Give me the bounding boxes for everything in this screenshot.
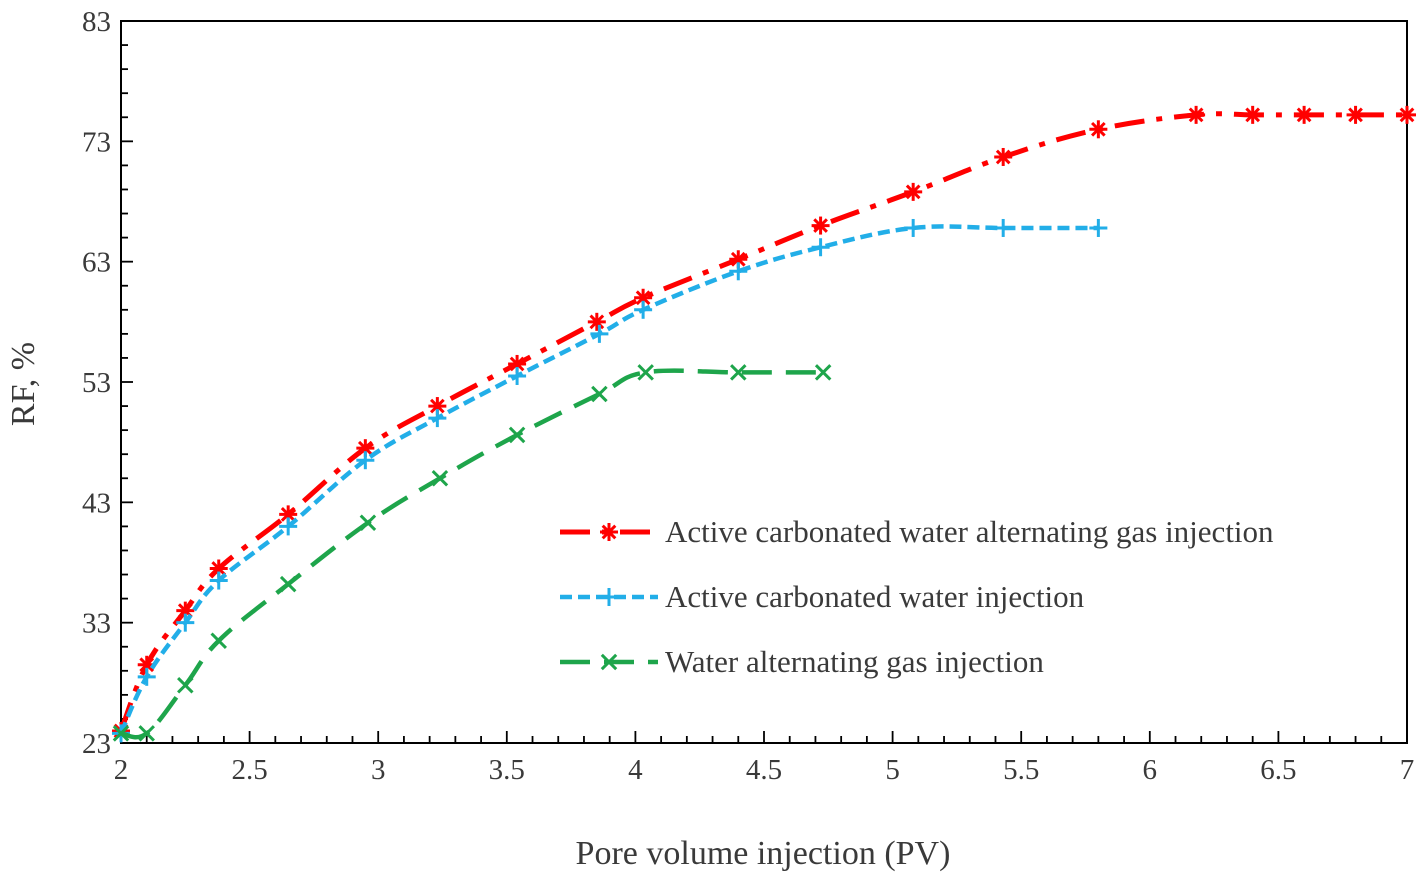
plot-frame bbox=[120, 20, 1408, 744]
series-line bbox=[118, 224, 1099, 735]
data-point bbox=[359, 514, 377, 532]
data-point bbox=[279, 517, 298, 536]
data-point bbox=[814, 364, 832, 381]
legend-item-1: Active carbonated water alternating gas … bbox=[560, 514, 1274, 549]
x-tick-label: 2 bbox=[114, 754, 129, 786]
y-tick-label: 73 bbox=[82, 126, 111, 158]
data-point bbox=[1398, 105, 1416, 124]
data-point bbox=[994, 218, 1013, 237]
y-tick-label: 33 bbox=[82, 608, 111, 640]
data-point bbox=[904, 218, 923, 237]
data-point bbox=[590, 324, 609, 343]
data-point bbox=[811, 216, 830, 235]
y-tick-label: 53 bbox=[82, 367, 111, 399]
x-tick-label: 4.5 bbox=[746, 754, 782, 786]
y-tick-label: 83 bbox=[82, 6, 111, 38]
legend-item-3: Water alternating gas injection bbox=[560, 644, 1044, 679]
x-tick-label: 2.5 bbox=[231, 754, 267, 786]
series-1 bbox=[112, 105, 1416, 740]
y-tick-label: 63 bbox=[82, 247, 111, 279]
x-tick-label: 4 bbox=[628, 754, 643, 786]
data-point bbox=[587, 312, 606, 331]
data-point bbox=[210, 632, 227, 649]
y-axis-title: RF, % bbox=[5, 342, 42, 426]
data-point bbox=[176, 613, 195, 632]
y-tick-label: 23 bbox=[82, 728, 111, 760]
data-point bbox=[729, 262, 748, 281]
data-point bbox=[428, 409, 447, 428]
data-point bbox=[508, 366, 527, 385]
data-point bbox=[138, 725, 155, 742]
data-point bbox=[1243, 105, 1262, 124]
data-point bbox=[209, 571, 228, 590]
x-tick-label: 3.5 bbox=[489, 754, 525, 786]
data-point bbox=[1295, 105, 1314, 124]
data-point bbox=[177, 676, 194, 694]
series-2 bbox=[112, 218, 1108, 743]
legend-marker bbox=[600, 523, 618, 541]
legend-marker bbox=[600, 653, 618, 671]
x-tick-label: 5.5 bbox=[1003, 754, 1039, 786]
data-point bbox=[1089, 218, 1108, 237]
x-tick-label: 3 bbox=[371, 754, 386, 786]
x-tick-label: 6.5 bbox=[1260, 754, 1296, 786]
data-point bbox=[591, 385, 608, 403]
data-point bbox=[811, 238, 830, 257]
legend-marker bbox=[600, 588, 618, 606]
x-tick-label: 6 bbox=[1143, 754, 1158, 786]
data-point bbox=[209, 559, 228, 578]
legend-label: Active carbonated water injection bbox=[665, 579, 1085, 614]
data-point bbox=[994, 147, 1013, 166]
legend-item-2: Active carbonated water injection bbox=[560, 579, 1085, 614]
series-line bbox=[120, 368, 824, 740]
series-line bbox=[118, 111, 1407, 732]
data-point bbox=[508, 426, 526, 444]
legend-label: Active carbonated water alternating gas … bbox=[665, 514, 1274, 549]
x-tick-label: 5 bbox=[885, 754, 900, 786]
data-point bbox=[1346, 105, 1365, 124]
data-point bbox=[1187, 105, 1206, 124]
data-point bbox=[904, 182, 923, 201]
data-point bbox=[1089, 120, 1108, 139]
data-point bbox=[356, 451, 375, 470]
data-point bbox=[431, 470, 449, 487]
data-point bbox=[730, 364, 747, 381]
data-point bbox=[137, 667, 156, 686]
x-tick-label: 7 bbox=[1400, 754, 1415, 786]
data-point bbox=[637, 364, 654, 381]
data-point bbox=[112, 725, 130, 742]
legend-label: Water alternating gas injection bbox=[665, 644, 1044, 679]
data-point bbox=[279, 575, 297, 593]
data-point bbox=[428, 397, 447, 416]
data-point bbox=[634, 300, 653, 319]
y-tick-label: 43 bbox=[82, 487, 111, 519]
x-axis-title: Pore volume injection (PV) bbox=[576, 835, 951, 872]
series-3 bbox=[112, 364, 832, 742]
